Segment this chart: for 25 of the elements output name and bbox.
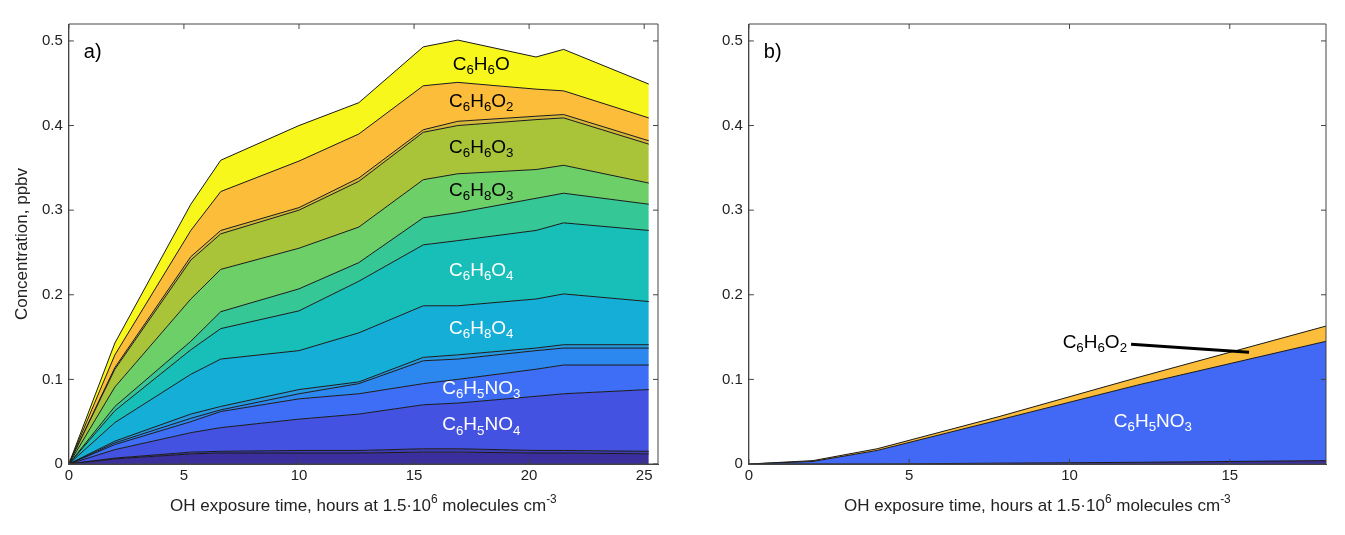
annotation: b) [763,39,782,62]
y-tick-label: 0.5 [721,31,743,49]
y-tick-label: 0.1 [41,369,63,387]
y-tick-label: 0.5 [41,31,63,49]
y-tick-label: 0.3 [721,200,743,218]
y-tick-label: 0 [54,454,63,472]
y-tick-label: 0.4 [41,115,63,133]
x-tick-label: 15 [405,466,423,484]
x-tick-label: 10 [1061,466,1078,484]
x-tick-label: 25 [635,466,653,484]
y-tick-label: 0.1 [721,369,743,387]
x-tick-label: 20 [520,466,538,484]
x-tick-label: 0 [744,466,754,484]
y-tick-label: 0.4 [721,115,743,133]
x-tick-label: 0 [64,466,74,484]
y-axis-title: Concentration, ppbv [11,167,31,321]
y-tick-label: 0.2 [721,284,743,302]
x-tick-label: 5 [179,466,189,484]
x-tick-label: 15 [1221,466,1239,484]
annotation: a) [83,39,102,62]
x-tick-label: 10 [290,466,308,484]
y-tick-label: 0.3 [41,200,63,218]
y-tick-label: 0.2 [41,284,63,302]
x-tick-label: 5 [905,466,914,484]
y-tick-label: 0 [734,454,743,472]
